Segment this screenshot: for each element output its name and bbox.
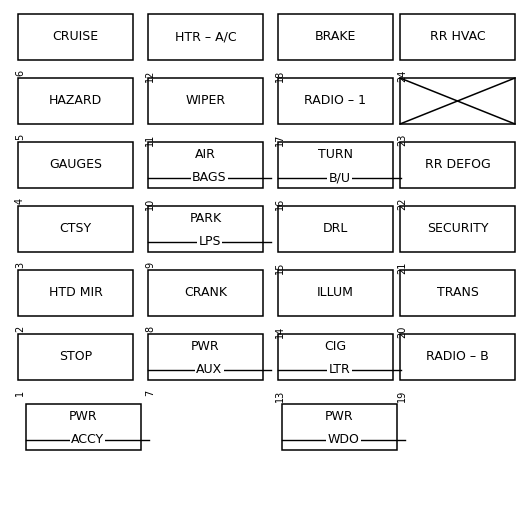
- Bar: [278, 270, 393, 316]
- Text: LPS: LPS: [198, 235, 221, 248]
- Bar: [18, 14, 133, 60]
- Bar: [278, 206, 393, 252]
- Bar: [148, 142, 263, 188]
- Text: SECURITY: SECURITY: [427, 222, 488, 235]
- Text: 24: 24: [397, 70, 407, 82]
- Text: CIG: CIG: [324, 340, 346, 353]
- Bar: [400, 270, 515, 316]
- Bar: [278, 78, 393, 124]
- Text: PWR: PWR: [69, 410, 98, 423]
- Text: 3: 3: [15, 262, 25, 268]
- Text: BAGS: BAGS: [192, 171, 227, 184]
- Text: CRUISE: CRUISE: [52, 30, 99, 43]
- Text: 4: 4: [15, 198, 25, 204]
- Text: LTR: LTR: [328, 363, 351, 376]
- Text: 7: 7: [145, 390, 155, 396]
- Text: DRL: DRL: [323, 222, 348, 235]
- Text: CRANK: CRANK: [184, 287, 227, 300]
- Bar: [400, 206, 515, 252]
- Text: 11: 11: [145, 134, 155, 146]
- Bar: [148, 270, 263, 316]
- Text: 17: 17: [275, 134, 285, 146]
- Text: 21: 21: [397, 262, 407, 275]
- Bar: [18, 78, 133, 124]
- Text: 22: 22: [397, 198, 407, 210]
- Text: 10: 10: [145, 198, 155, 210]
- Bar: [18, 270, 133, 316]
- Text: PARK: PARK: [190, 212, 222, 226]
- Text: AUX: AUX: [196, 363, 223, 376]
- Bar: [400, 142, 515, 188]
- Bar: [278, 142, 393, 188]
- Text: STOP: STOP: [59, 350, 92, 363]
- Text: BRAKE: BRAKE: [315, 30, 356, 43]
- Text: RR HVAC: RR HVAC: [430, 30, 485, 43]
- Bar: [148, 78, 263, 124]
- Text: 23: 23: [397, 134, 407, 146]
- Text: 18: 18: [275, 70, 285, 82]
- Bar: [18, 142, 133, 188]
- Text: RADIO – B: RADIO – B: [426, 350, 489, 363]
- Bar: [400, 14, 515, 60]
- Text: ACCY: ACCY: [71, 433, 104, 446]
- Text: B/U: B/U: [328, 171, 351, 184]
- Text: TRANS: TRANS: [437, 287, 478, 300]
- Text: 12: 12: [145, 70, 155, 82]
- Text: 8: 8: [145, 326, 155, 332]
- Bar: [278, 14, 393, 60]
- Text: PWR: PWR: [191, 340, 220, 353]
- Text: GAUGES: GAUGES: [49, 159, 102, 172]
- Text: HAZARD: HAZARD: [49, 94, 102, 108]
- Text: 5: 5: [15, 134, 25, 140]
- Bar: [18, 334, 133, 380]
- Bar: [278, 334, 393, 380]
- Text: 19: 19: [397, 390, 407, 402]
- Text: 2: 2: [15, 326, 25, 332]
- Text: CTSY: CTSY: [60, 222, 91, 235]
- Bar: [18, 206, 133, 252]
- Text: HTD MIR: HTD MIR: [49, 287, 102, 300]
- Bar: [26, 404, 141, 450]
- Text: WDO: WDO: [327, 433, 360, 446]
- Bar: [282, 404, 397, 450]
- Text: 20: 20: [397, 326, 407, 338]
- Text: 1: 1: [15, 390, 25, 396]
- Text: 6: 6: [15, 70, 25, 76]
- Text: RR DEFOG: RR DEFOG: [425, 159, 491, 172]
- Text: 13: 13: [275, 390, 285, 402]
- Bar: [400, 334, 515, 380]
- Bar: [148, 334, 263, 380]
- Text: 16: 16: [275, 198, 285, 210]
- Text: 9: 9: [145, 262, 155, 268]
- Bar: [148, 206, 263, 252]
- Text: ILLUM: ILLUM: [317, 287, 354, 300]
- Bar: [400, 78, 515, 124]
- Text: WIPER: WIPER: [185, 94, 225, 108]
- Text: 15: 15: [275, 262, 285, 275]
- Text: PWR: PWR: [325, 410, 354, 423]
- Text: TURN: TURN: [318, 148, 353, 161]
- Bar: [148, 14, 263, 60]
- Text: 14: 14: [275, 326, 285, 338]
- Text: AIR: AIR: [195, 148, 216, 161]
- Text: RADIO – 1: RADIO – 1: [305, 94, 366, 108]
- Text: HTR – A/C: HTR – A/C: [175, 30, 237, 43]
